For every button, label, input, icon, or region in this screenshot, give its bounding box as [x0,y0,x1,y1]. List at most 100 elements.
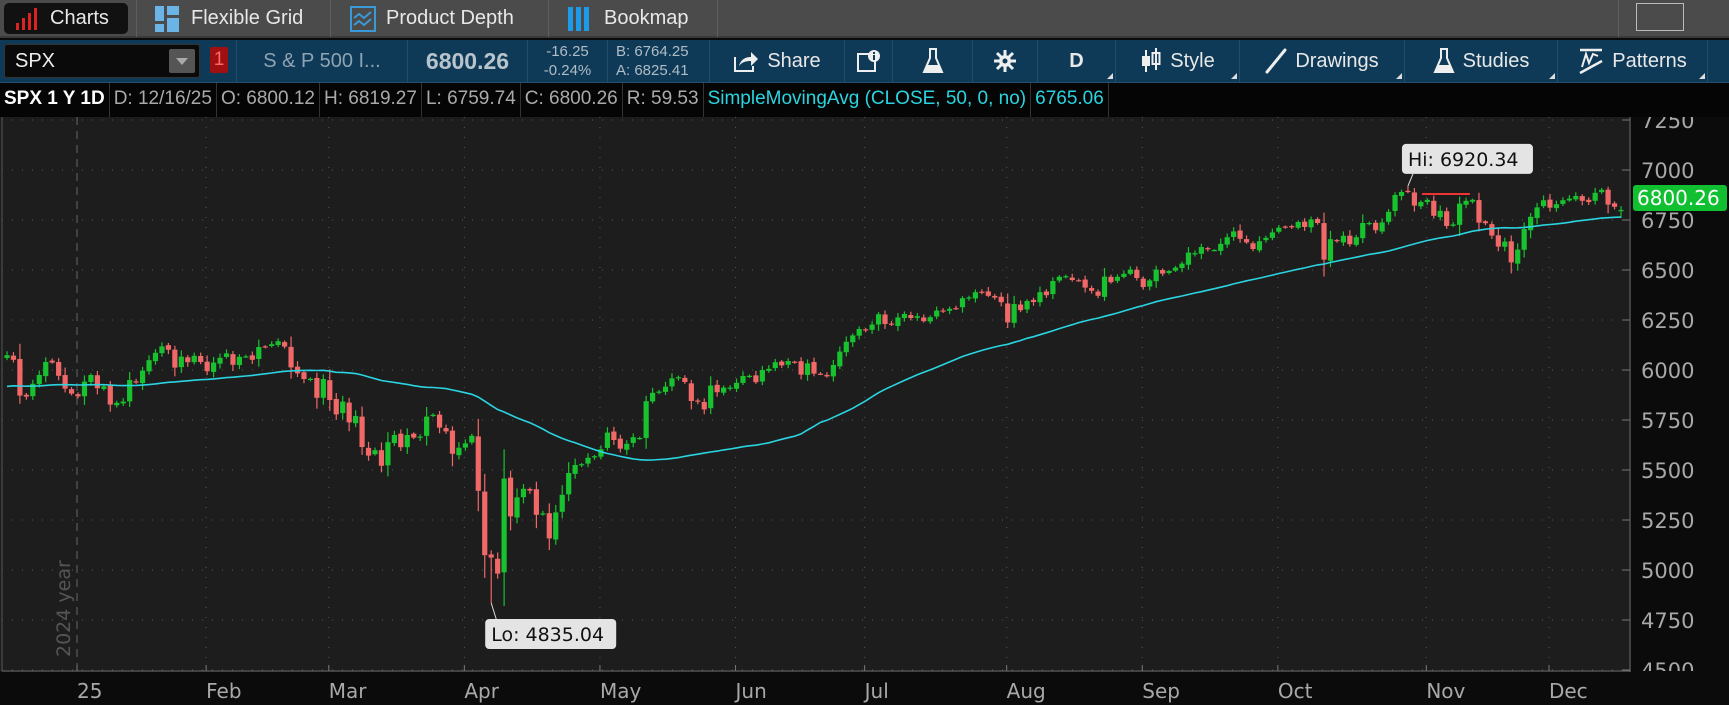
candle-body [1269,232,1275,238]
symbol-description: S & P 500 I... [236,40,408,82]
share-button[interactable]: Share [710,40,845,82]
candle-body [1089,288,1095,291]
candle-body [1605,189,1611,205]
candle [210,356,217,378]
candle [191,352,197,365]
price-chart[interactable]: 2024 year Hi: 6920.34 Lo: 4835.04 4500 475… [0,117,1729,705]
candle-body [972,292,978,299]
candle [475,418,481,512]
candle-body [1508,241,1514,263]
drawings-button[interactable]: Drawings [1240,40,1405,82]
candle-body [1005,303,1011,323]
tab-flexible-grid[interactable]: Flexible Grid [145,3,313,34]
candle-body [1398,192,1405,196]
style-button[interactable]: Style [1116,40,1240,82]
candle [843,336,849,357]
patterns-icon [1579,48,1603,75]
study-label[interactable]: SimpleMovingAvg (CLOSE, 50, 0, no) [704,83,1032,117]
style-label: Style [1170,49,1215,72]
candle-body [1198,247,1204,254]
candle-body [1056,276,1062,281]
candle [721,385,727,396]
candle-body [346,402,352,423]
bar-high: H: 6819.27 [320,83,422,117]
candle [1579,194,1585,206]
candle [1327,230,1334,268]
candle-body [1314,218,1321,223]
candle [888,320,895,327]
flask-icon [921,48,944,73]
candle-body [591,456,598,458]
candle [1276,225,1282,234]
window-layout-button[interactable] [1636,3,1684,31]
symbol-input[interactable]: SPX [4,44,200,78]
candle [1205,246,1211,252]
candle [1063,274,1069,279]
link-group-badge[interactable]: 1 [210,47,228,73]
candle-body [1586,199,1592,202]
candle [1605,186,1611,214]
candle-body [766,368,772,371]
lab-button[interactable] [893,40,973,82]
candle-body [727,387,733,389]
candle-body [1360,223,1366,239]
candle [1250,241,1256,252]
candle [966,295,972,301]
candle [1121,270,1127,279]
candle [217,353,223,369]
tab-product-depth[interactable]: Product Depth [340,3,524,34]
settings-button[interactable] [973,40,1038,82]
candle-body [566,473,572,495]
candle [1521,222,1527,258]
candle-body [1211,250,1217,252]
candle-body [779,361,785,366]
tab-charts[interactable]: Charts [4,3,128,34]
candle [1211,249,1217,252]
candle-body [1037,292,1043,303]
tab-bookmap[interactable]: Bookmap [558,3,699,34]
candle-body [385,442,391,466]
candle-body [888,323,895,325]
candle-body [966,297,972,299]
candle-body [1231,231,1237,237]
candle-body [1592,192,1598,201]
plot-area[interactable] [0,117,1631,672]
candle [1489,221,1495,239]
candle-body [598,449,604,457]
candle [863,328,869,333]
chevron-down-icon[interactable] [169,49,195,73]
candle [650,387,656,404]
x-tick-label: Aug [1007,679,1046,703]
candle-body [624,443,630,450]
candle-body [217,357,223,364]
candle [972,289,978,303]
candle-body [1134,269,1140,278]
candle [462,439,468,451]
candle [520,483,527,504]
candle-body [875,314,882,325]
candle-body [75,394,81,397]
candle [120,398,126,407]
candle [333,393,339,420]
candle [1540,195,1547,209]
candle-body [1321,223,1327,260]
candle [1082,275,1088,293]
candle [824,372,830,378]
patterns-button[interactable]: Patterns [1558,40,1708,82]
x-tick-label: Apr [464,679,499,703]
candle [566,462,572,502]
candle [1030,297,1037,306]
candle [62,367,68,393]
candle [1185,247,1192,270]
candle [365,441,372,461]
grid-icon [155,5,179,32]
studies-button[interactable]: Studies [1405,40,1558,82]
candle-body [1153,269,1159,282]
timeframe-button[interactable]: D [1038,40,1116,82]
info-button[interactable] [845,40,893,82]
candle [1379,218,1385,234]
candle-body [275,341,281,346]
y-tick-label: 6500 [1641,259,1694,283]
low-callout-pointer [490,602,497,620]
candle [759,365,765,386]
